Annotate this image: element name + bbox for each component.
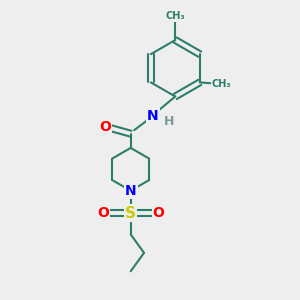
Text: O: O: [153, 206, 165, 220]
Text: O: O: [100, 120, 111, 134]
Text: S: S: [125, 206, 136, 220]
Text: N: N: [147, 109, 159, 123]
Text: O: O: [97, 206, 109, 220]
Text: N: N: [125, 184, 136, 198]
Text: CH₃: CH₃: [166, 11, 185, 21]
Text: CH₃: CH₃: [212, 79, 231, 89]
Text: H: H: [164, 115, 175, 128]
